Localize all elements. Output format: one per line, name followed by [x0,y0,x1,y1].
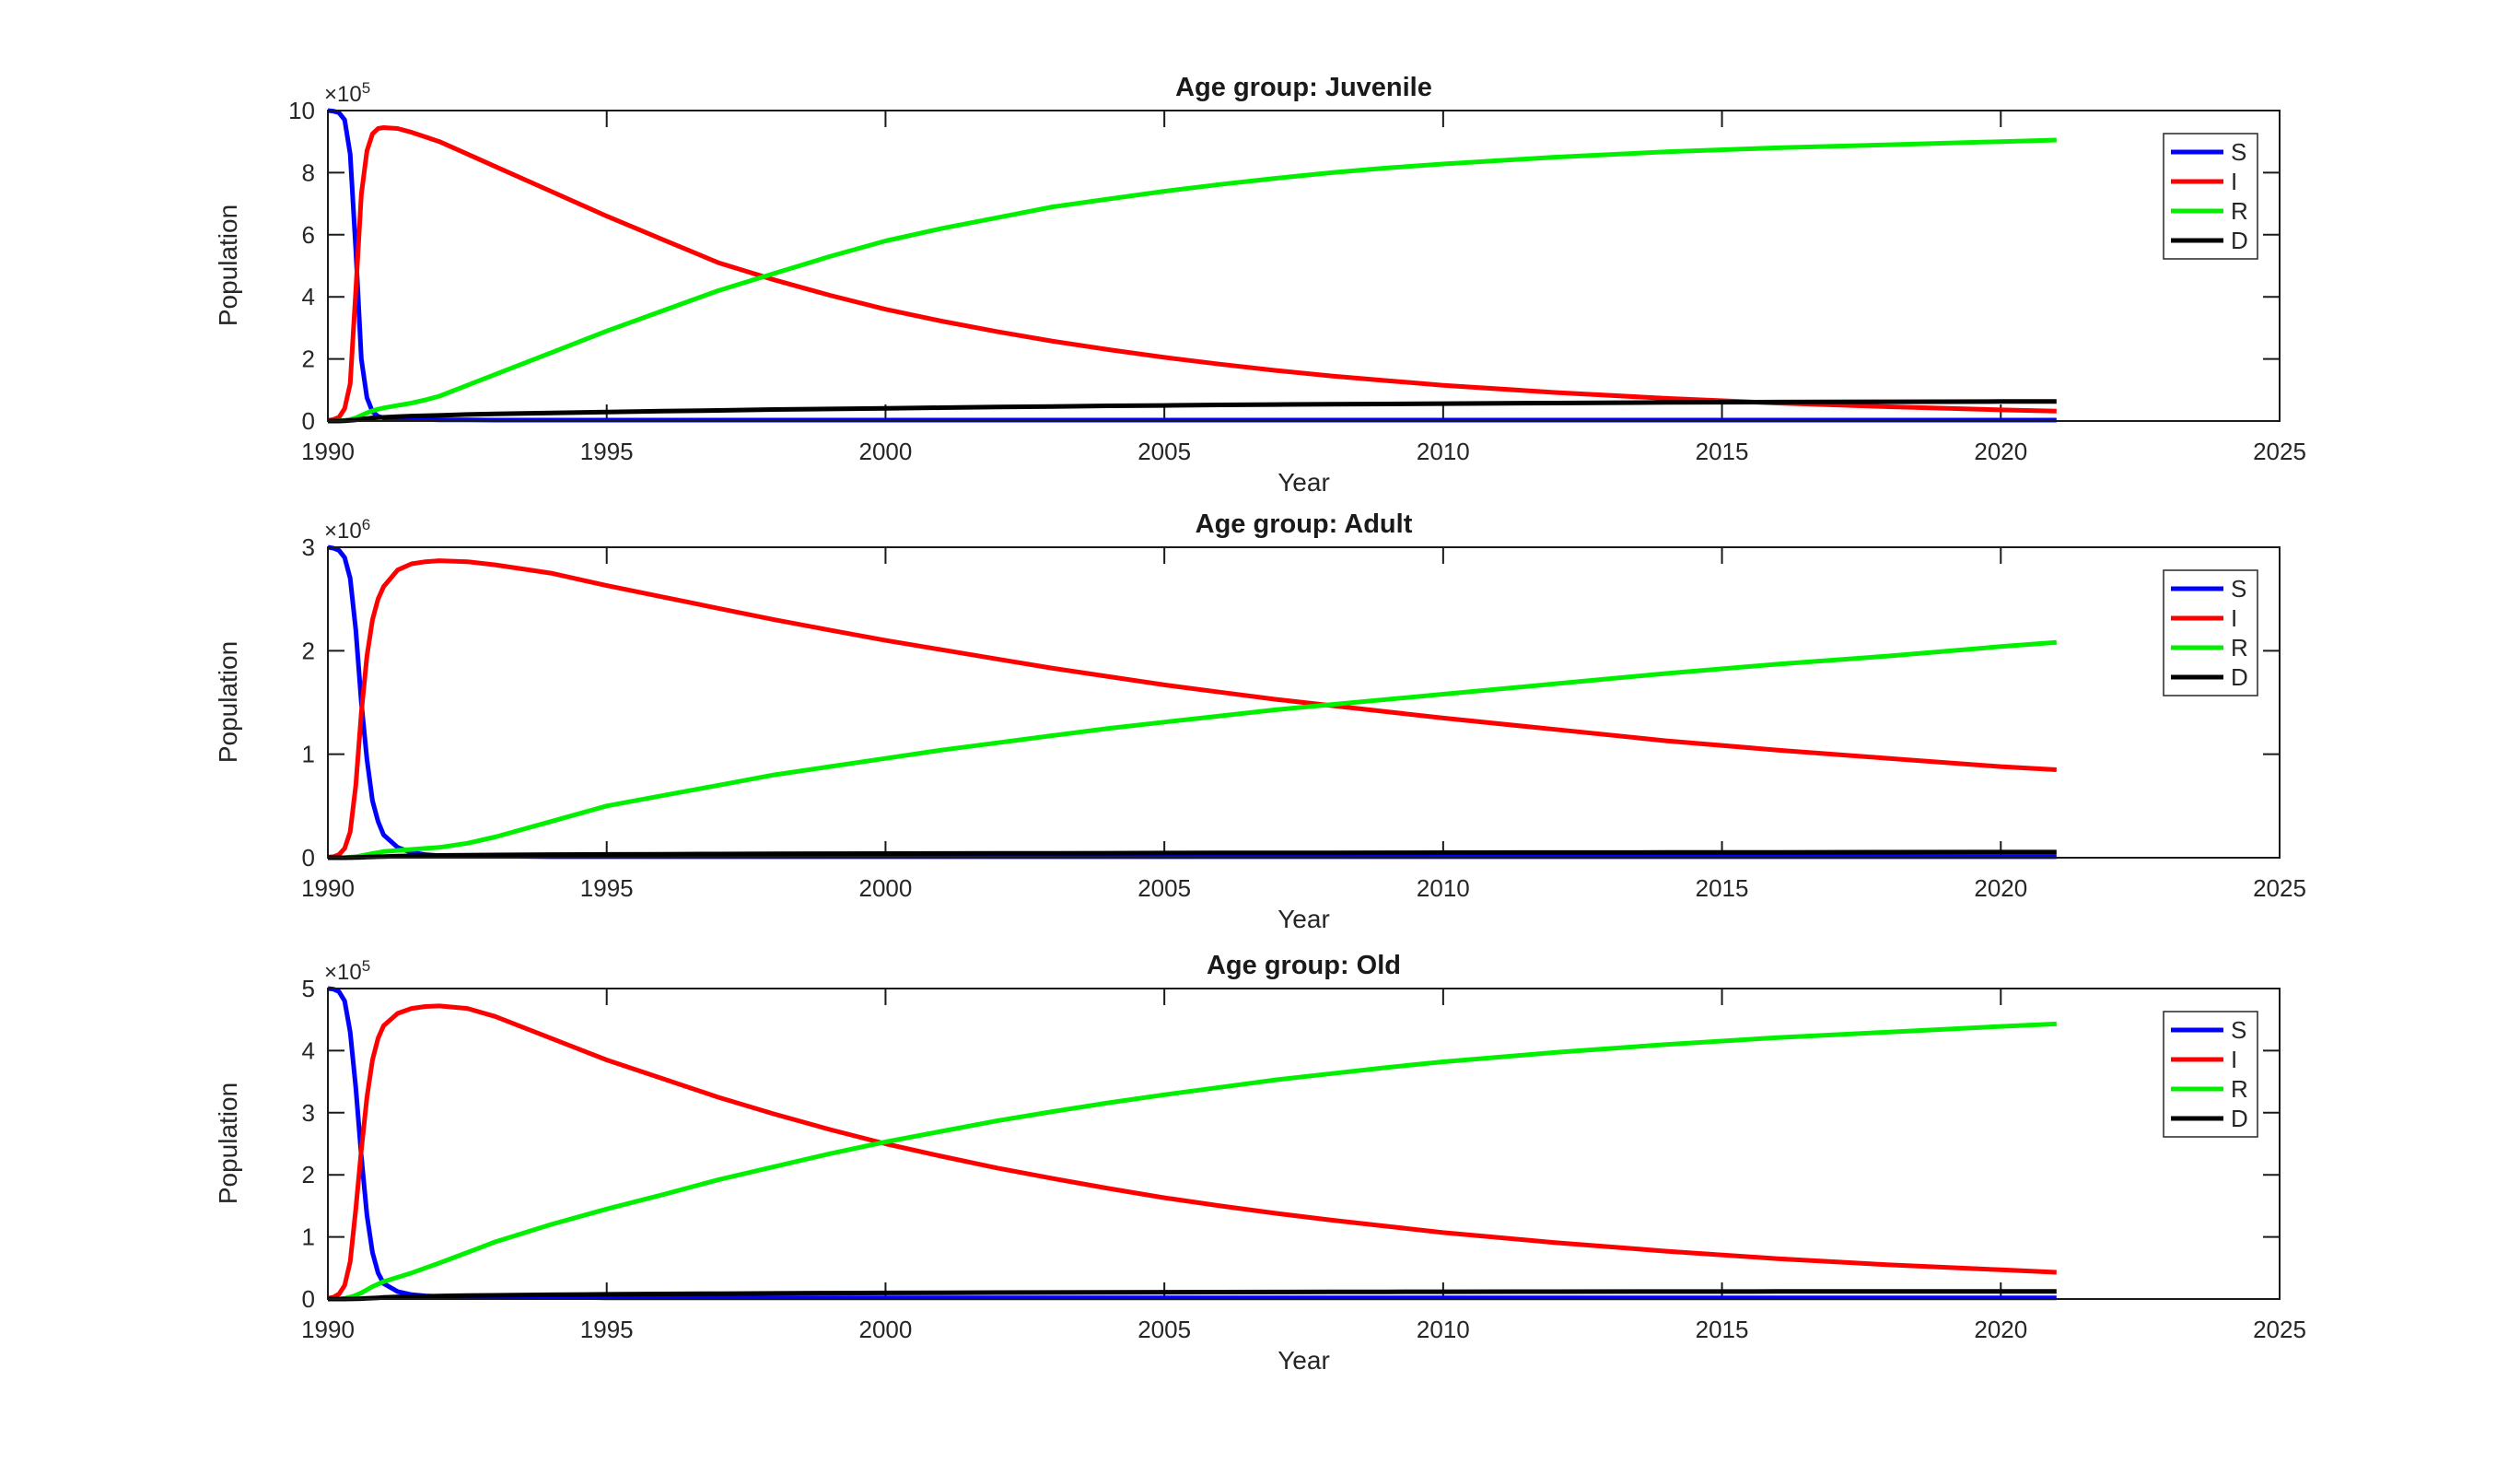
y-tick-label: 2 [302,1161,315,1188]
y-tick-label: 3 [302,533,315,561]
legend-label-I: I [2231,604,2237,632]
x-tick-label: 2025 [2253,874,2306,902]
x-tick-label: 2020 [1974,1316,2027,1343]
series-line-D [328,399,2057,424]
series-line-S [327,544,2057,860]
y-tick-label: 3 [302,1099,315,1127]
x-tick-label: 2015 [1696,1316,1749,1343]
x-tick-label: 2000 [859,438,913,465]
chart-title: Age group: Juvenile [1175,73,1432,102]
x-tick-label: 2020 [1974,874,2027,902]
series-line-I [327,558,2057,860]
legend-box [2163,133,2258,260]
exponent-value: 5 [361,957,371,975]
x-tick-label: 2020 [1974,438,2027,465]
y-tick-label: 8 [302,158,315,186]
x-axis-label: Year [1278,468,1330,497]
y-tick-label: 10 [288,97,315,124]
x-tick-label: 1990 [301,1316,355,1343]
y-tick-label: 0 [302,407,315,435]
y-axis-exponent: ×106 [324,514,370,543]
y-tick-label: 1 [302,741,315,768]
series-line-R [328,137,2057,424]
y-axis-label: Population [214,204,242,327]
x-tick-label: 2000 [859,1316,913,1343]
y-axis-label: Population [214,1082,242,1205]
legend-label-D: D [2231,663,2248,691]
x-tick-label: 1990 [301,438,355,465]
y-tick-label: 2 [302,345,315,373]
x-tick-label: 2005 [1138,438,1191,465]
y-axis-exponent: ×105 [324,77,370,106]
exponent-prefix: ×10 [324,519,362,544]
axes-box [327,110,2281,422]
x-tick-label: 1990 [301,874,355,902]
series-line-R [328,1021,2057,1302]
chart-title: Age group: Adult [1195,509,1413,539]
legend-label-S: S [2231,138,2246,166]
x-tick-label: 2025 [2253,438,2306,465]
series-line-I [327,1003,2057,1301]
legend-label-D: D [2231,1105,2248,1132]
x-tick-label: 1995 [580,1316,634,1343]
legend-label-S: S [2231,575,2246,603]
legend-label-D: D [2231,227,2248,254]
x-axis-label: Year [1278,1346,1330,1375]
legend-label-R: R [2231,634,2248,661]
x-tick-label: 2005 [1138,1316,1191,1343]
exponent-value: 6 [361,516,371,533]
series-line-S [327,986,2057,1301]
legend-label-I: I [2231,168,2237,195]
y-tick-label: 4 [302,1036,315,1064]
y-tick-label: 2 [302,637,315,664]
subplot-plot-0: 1990 1995 2000 2005 2010 2015 2020 2025 0 2 4 6 8 10 S… [288,97,2306,465]
x-tick-label: 1995 [580,874,634,902]
y-tick-label: 0 [302,1285,315,1313]
legend-box [2163,1011,2258,1138]
y-axis-label: Population [214,640,242,764]
y-tick-label: 1 [302,1223,315,1251]
subplot-plot-2: 1990 1995 2000 2005 2010 2015 2020 2025 0 1 2 3 4 5 SI… [301,975,2306,1343]
exponent-value: 5 [361,79,371,97]
axes-box [327,546,2281,859]
x-axis-label: Year [1278,905,1330,933]
legend-label-S: S [2231,1016,2246,1044]
legend-label-R: R [2231,197,2248,225]
exponent-prefix: ×10 [324,960,362,985]
x-tick-label: 2015 [1696,438,1749,465]
x-tick-label: 2010 [1417,1316,1470,1343]
x-tick-label: 2005 [1138,874,1191,902]
y-tick-label: 0 [302,844,315,872]
x-tick-label: 2010 [1417,874,1470,902]
legend-label-I: I [2231,1046,2237,1073]
x-tick-label: 2025 [2253,1316,2306,1343]
exponent-prefix: ×10 [324,82,362,107]
y-tick-label: 6 [302,221,315,249]
legend-box [2163,569,2258,696]
x-tick-label: 1995 [580,438,634,465]
y-axis-exponent: ×105 [324,955,370,984]
y-tick-label: 5 [302,975,315,1002]
series-line-S [327,108,2057,423]
x-tick-label: 2010 [1417,438,1470,465]
axes-box [327,988,2281,1300]
x-tick-label: 2000 [859,874,913,902]
legend-label-R: R [2231,1075,2248,1103]
series-line-I [327,125,2057,423]
y-tick-label: 4 [302,283,315,310]
chart-title: Age group: Old [1206,951,1402,980]
x-tick-label: 2015 [1696,874,1749,902]
